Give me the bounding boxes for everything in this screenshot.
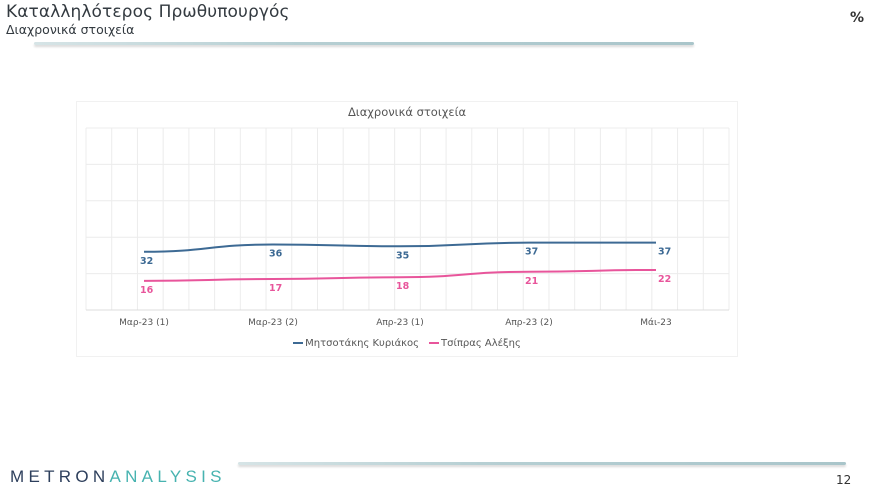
chart-legend: Μητσοτάκης Κυριάκος Τσίπρας Αλέξης bbox=[77, 336, 737, 349]
chart-plot-area: Μαρ-23 (1) Μαρ-23 (2) Απρ-23 (1) Απρ-23 (2)… bbox=[85, 127, 730, 328]
logo-text-analysis: ANALYSIS bbox=[109, 467, 226, 486]
data-label: 32 bbox=[140, 256, 153, 267]
line-chart: Διαχρονικά στοιχεία Μαρ-23 (1) Μαρ-23 (2)… bbox=[76, 101, 738, 357]
data-label: 36 bbox=[269, 248, 283, 259]
legend-label: Μητσοτάκης Κυριάκος bbox=[305, 337, 420, 349]
data-label: 21 bbox=[525, 276, 538, 287]
data-label: 35 bbox=[396, 250, 409, 261]
x-axis-tick-label: Μάι-23 bbox=[640, 318, 671, 328]
legend-label: Τσίπρας Αλέξης bbox=[441, 337, 521, 349]
x-axis-tick-label: Μαρ-23 (2) bbox=[248, 318, 298, 328]
series-line-2 bbox=[143, 268, 657, 282]
data-label: 18 bbox=[396, 281, 410, 292]
header-divider bbox=[34, 42, 694, 45]
logo-text-metron: METRON bbox=[10, 467, 110, 486]
x-axis-tick-label: Απρ-23 (2) bbox=[505, 318, 553, 328]
chart-title: Διαχρονικά στοιχεία bbox=[347, 105, 467, 119]
metron-analysis-logo: METRONANALYSIS bbox=[10, 467, 226, 487]
page-title: Καταλληλότερος Πρωθυπουργός bbox=[6, 2, 290, 22]
unit-label: % bbox=[850, 10, 865, 26]
data-label: 22 bbox=[658, 274, 671, 285]
series-line-1 bbox=[143, 241, 656, 253]
x-axis-tick-label: Μαρ-23 (1) bbox=[119, 318, 169, 328]
x-axis-tick-label: Απρ-23 (1) bbox=[376, 318, 424, 328]
data-label: 16 bbox=[140, 285, 154, 296]
data-label: 37 bbox=[525, 247, 538, 258]
page-subtitle: Διαχρονικά στοιχεία bbox=[6, 22, 135, 37]
legend-swatch-icon bbox=[429, 342, 440, 344]
legend-swatch-icon bbox=[293, 342, 304, 344]
footer-divider bbox=[238, 462, 846, 465]
page-number: 12 bbox=[836, 473, 852, 487]
legend-item-1: Μητσοτάκης Κυριάκος bbox=[293, 338, 419, 349]
legend-item-2: Τσίπρας Αλέξης bbox=[429, 338, 521, 349]
data-label: 37 bbox=[658, 247, 671, 258]
data-label: 17 bbox=[269, 283, 282, 294]
